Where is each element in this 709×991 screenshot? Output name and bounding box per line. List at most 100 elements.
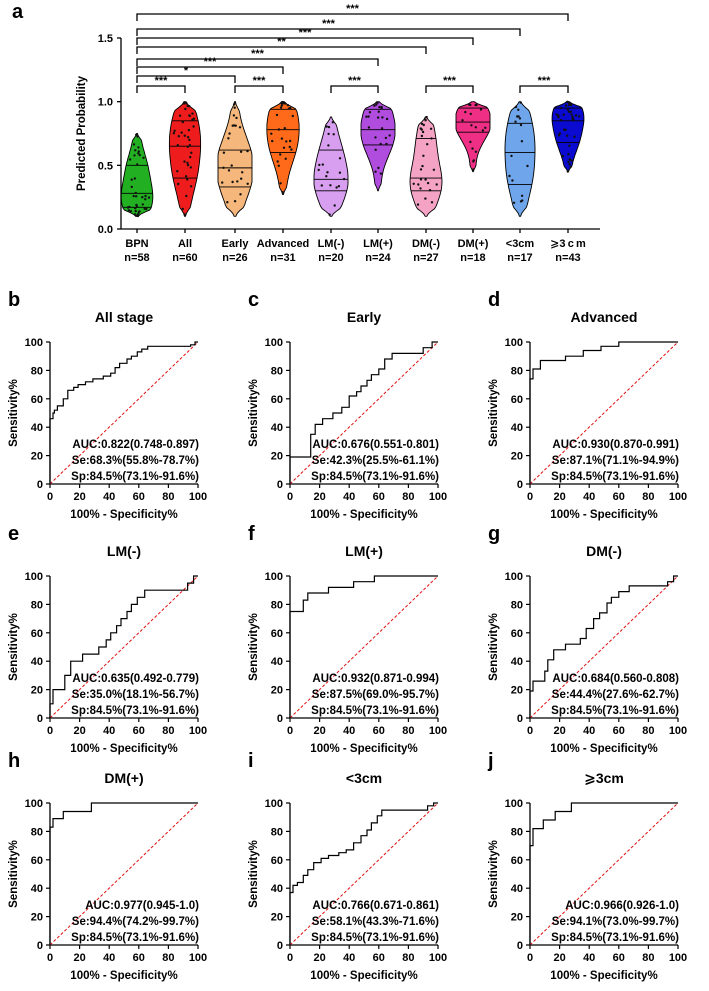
roc-title: DM(+) (104, 770, 143, 786)
violin-data-point (180, 131, 183, 134)
violin-data-point (227, 137, 230, 140)
violin-data-point (573, 135, 576, 138)
violin-data-point (469, 112, 472, 116)
violin-group-label: All (178, 238, 192, 250)
roc-x-axis-label: 100% - Specificity% (310, 743, 417, 755)
violin-group-n: n=43 (555, 252, 580, 264)
violin-data-point (510, 154, 513, 158)
violin-data-point (461, 119, 464, 122)
violin-data-point (186, 178, 189, 181)
violin-data-point (380, 105, 383, 109)
roc-panel-i: i <3cm 00 20 20 40 40 60 60 80 80 100 100 100% - Spec… (248, 750, 447, 982)
roc-sensitivity-label: Se:87.1%(71.1%-94.9%) (552, 455, 679, 467)
violin-data-point (376, 101, 379, 104)
violin-data-point (519, 101, 522, 104)
violin-data-point (388, 134, 391, 137)
roc-x-tick-label: 80 (162, 725, 174, 737)
roc-x-tick-label: 40 (103, 952, 115, 964)
roc-specificity-label: Sp:84.5%(73.1%-91.6%) (71, 705, 199, 717)
violin-data-point (188, 144, 192, 147)
roc-reference-line (49, 575, 199, 719)
roc-y-tick-label: 0 (37, 713, 43, 725)
roc-x-tick-label: 80 (642, 491, 654, 503)
roc-y-tick-label: 20 (271, 685, 283, 697)
roc-x-tick-label: 40 (583, 491, 595, 503)
roc-x-tick-label: 60 (613, 725, 625, 737)
roc-x-tick-label: 40 (103, 725, 115, 737)
roc-reference-line (289, 575, 439, 719)
violin-group-n: n=17 (507, 252, 532, 264)
violin-data-point (238, 126, 242, 129)
significance-label: *** (322, 18, 336, 30)
panel-letter-j: j (487, 750, 494, 772)
violin-data-point (326, 171, 329, 174)
roc-panel-j: j ⩾3cm 00 20 20 40 40 60 60 80 80 100 100 100% - Spec… (487, 750, 687, 982)
roc-x-tick-label: 100 (189, 725, 207, 737)
violin-data-point (318, 163, 321, 167)
violin-data-point (172, 132, 176, 135)
roc-specificity-label: Sp:84.5%(73.1%-91.6%) (311, 932, 439, 944)
violin-data-point (279, 153, 282, 156)
violin-data-point (173, 129, 176, 132)
roc-curve (529, 575, 678, 718)
violin-data-point (514, 105, 518, 109)
violin-data-point (479, 108, 483, 111)
roc-y-tick-label: 40 (511, 883, 523, 895)
roc-auc-label: AUC:0.635(0.492-0.779) (72, 673, 199, 685)
violin-data-point (337, 185, 341, 188)
roc-reference-line (49, 802, 199, 946)
violin-data-point (279, 182, 282, 185)
violin-data-point (380, 127, 384, 130)
roc-x-tick-label: 100 (669, 491, 687, 503)
roc-y-tick-label: 80 (271, 599, 283, 611)
violin-data-point (226, 201, 229, 204)
violin-data-point (526, 164, 529, 168)
violin-data-point (432, 168, 436, 171)
roc-y-tick-label: 60 (31, 855, 43, 867)
roc-x-tick-label: 40 (343, 491, 355, 503)
roc-x-tick-label: 60 (133, 491, 145, 503)
violin-data-point (514, 120, 517, 123)
roc-y-tick-label: 0 (277, 479, 283, 491)
violin-data-point (377, 110, 380, 113)
violin-data-point (464, 110, 467, 114)
roc-specificity-label: Sp:84.5%(73.1%-91.6%) (311, 471, 439, 483)
violin-data-point (376, 116, 380, 119)
violin-group-n: n=58 (124, 252, 149, 264)
significance-bracket (136, 28, 521, 36)
violin-data-point (134, 209, 137, 213)
roc-specificity-label: Sp:84.5%(73.1%-91.6%) (551, 932, 679, 944)
roc-y-axis-label: Sensitivity% (488, 613, 500, 681)
violin-data-point (558, 132, 562, 135)
panel-letter-d: d (488, 289, 500, 311)
roc-y-tick-label: 40 (511, 656, 523, 668)
violin-data-point (181, 207, 184, 211)
roc-curve (49, 575, 198, 718)
violin-data-point (192, 117, 196, 120)
violin-y-axis-label: Predicted Probability (76, 75, 88, 191)
roc-y-tick-label: 80 (271, 826, 283, 838)
violin-data-point (342, 177, 346, 181)
violin-group-n: n=18 (460, 252, 485, 264)
violin-data-point (240, 177, 243, 180)
violin-data-point (133, 154, 136, 157)
significance-label: *** (251, 48, 265, 60)
violin-group-label: LM(+) (363, 238, 393, 250)
violin-y-tick-label: 0.5 (98, 160, 113, 172)
violin-group-n: n=20 (318, 252, 343, 264)
violin-data-point (285, 140, 288, 143)
roc-auc-label: AUC:0.977(0.945-1.0) (85, 900, 199, 912)
violin-data-point (281, 191, 284, 194)
violin-data-point (557, 116, 560, 119)
violin-data-point (279, 106, 283, 109)
violin-data-point (564, 128, 567, 131)
violin-data-point (332, 133, 335, 136)
significance-bracket (136, 58, 379, 66)
violin-group-n: n=24 (365, 252, 391, 264)
violin-data-point (136, 135, 139, 138)
violin-data-point (321, 163, 324, 166)
violin-data-point (144, 198, 147, 201)
violin-data-point (133, 177, 136, 180)
significance-bracket (519, 85, 569, 93)
violin-data-point (424, 197, 427, 200)
